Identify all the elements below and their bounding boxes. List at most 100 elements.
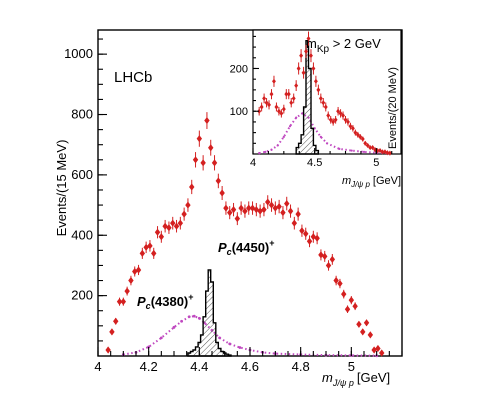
data-point [318, 95, 323, 102]
data-point [341, 112, 345, 119]
data-point [211, 159, 218, 167]
data-point [358, 134, 363, 140]
data-point [356, 320, 362, 328]
data-point [316, 87, 321, 93]
inset-y-axis-title: Events/(20 MeV) [387, 67, 399, 149]
data-point [170, 219, 176, 227]
data-point [276, 202, 282, 211]
data-point [326, 112, 331, 119]
data-point [128, 276, 134, 285]
data-point [343, 117, 348, 123]
data-point [303, 230, 309, 238]
data-point [246, 204, 252, 212]
pc4380-component-point [350, 149, 353, 152]
inset-cut-label: mKp > 2 GeV [306, 36, 381, 55]
data-point [238, 204, 244, 212]
data-point [124, 287, 130, 295]
data-point [284, 199, 290, 208]
data-point [269, 91, 274, 97]
x-tick-label: 4.5 [307, 157, 322, 169]
data-point [321, 100, 326, 106]
data-point [322, 252, 328, 260]
data-point [215, 177, 222, 185]
y-tick-label: 100 [230, 106, 248, 118]
data-point [387, 150, 392, 156]
x-tick-label: 4.2 [140, 359, 158, 374]
data-point [341, 290, 347, 298]
data-point [360, 136, 365, 142]
data-point [370, 144, 375, 151]
data-point [289, 100, 294, 106]
data-point [158, 233, 165, 241]
data-point [331, 119, 336, 125]
data-point [286, 91, 291, 97]
data-point [200, 159, 206, 167]
data-point [353, 130, 358, 136]
data-point [166, 224, 172, 232]
x-tick-label: 4 [250, 157, 256, 169]
data-point [154, 228, 161, 236]
data-point [333, 117, 338, 123]
data-point [268, 201, 275, 209]
pc4380-component-point [264, 150, 267, 153]
data-point [294, 82, 299, 89]
data-point [219, 189, 225, 197]
data-point [385, 150, 390, 156]
data-point [284, 91, 289, 97]
data-point [234, 215, 241, 223]
data-point [306, 35, 311, 42]
x-tick-label: 5 [373, 157, 379, 169]
data-point [306, 237, 313, 245]
data-point [116, 298, 123, 306]
main-x-axis-title: mJ/ψ p [GeV] [322, 370, 390, 388]
data-point [265, 198, 271, 206]
pc4380-component-point [288, 125, 292, 128]
data-point [135, 266, 142, 274]
x-tick-label: 4.4 [190, 359, 208, 374]
data-point [262, 95, 267, 102]
data-point [337, 279, 343, 288]
data-point [204, 116, 210, 125]
main-y-axis-title: Events/(15 MeV) [54, 140, 69, 237]
data-point [338, 110, 343, 116]
data-point [296, 65, 301, 72]
pc4450-annotation: Pc(4450)+ [218, 238, 275, 257]
data-point [192, 156, 199, 164]
data-point [314, 234, 320, 242]
data-point [280, 209, 286, 217]
y-tick-label: 600 [71, 167, 93, 182]
data-point [113, 317, 119, 325]
data-point [132, 267, 138, 276]
data-point [309, 53, 313, 59]
y-tick-label: 1000 [64, 46, 93, 61]
inset-plot-frame [252, 29, 402, 155]
data-point [105, 346, 111, 354]
experiment-label: LHCb [114, 69, 152, 86]
data-point [368, 144, 373, 151]
data-point [230, 206, 237, 214]
data-point [291, 95, 296, 102]
pc4450-component-histogram [187, 269, 232, 357]
data-point [267, 102, 271, 108]
data-point [281, 106, 286, 112]
data-point [333, 276, 339, 285]
data-point [360, 328, 366, 336]
data-point [143, 243, 149, 251]
data-point [367, 331, 374, 339]
data-point [352, 302, 358, 310]
data-point [348, 296, 355, 304]
data-point [196, 135, 203, 143]
data-point [151, 249, 157, 257]
data-point [259, 104, 264, 110]
data-point [120, 298, 127, 306]
data-point [274, 104, 279, 110]
data-point [276, 108, 281, 114]
data-point [147, 242, 153, 250]
data-point [355, 132, 360, 138]
data-point [375, 344, 381, 353]
data-point [379, 349, 385, 357]
pc4380-component-point [192, 314, 196, 318]
data-point [325, 261, 332, 270]
data-point [264, 100, 269, 106]
